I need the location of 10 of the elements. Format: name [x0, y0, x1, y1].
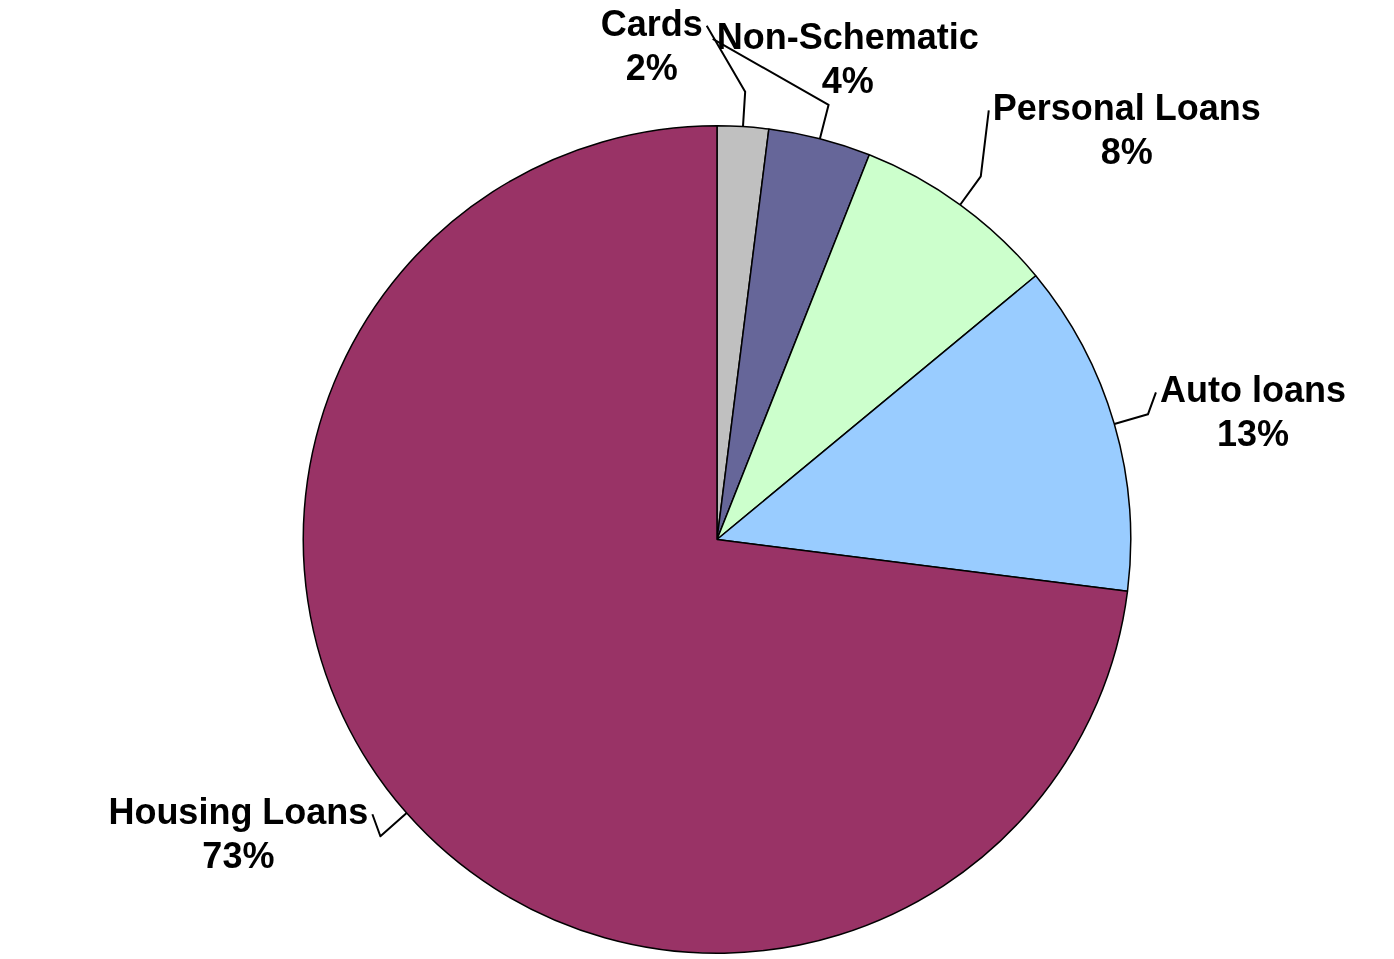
slice-label: Personal Loans — [992, 87, 1261, 129]
slice-label: Auto loans — [1159, 369, 1346, 411]
data-label: 4% — [821, 59, 874, 101]
slice-label: Non-Schematic — [716, 15, 979, 57]
data-label: 8% — [1100, 131, 1153, 173]
data-label: 73% — [202, 835, 275, 877]
data-label: 13% — [1216, 413, 1289, 455]
slice-label: Housing Loans — [108, 791, 369, 833]
data-label: 2% — [625, 46, 678, 88]
slice-label: Cards — [600, 2, 703, 44]
